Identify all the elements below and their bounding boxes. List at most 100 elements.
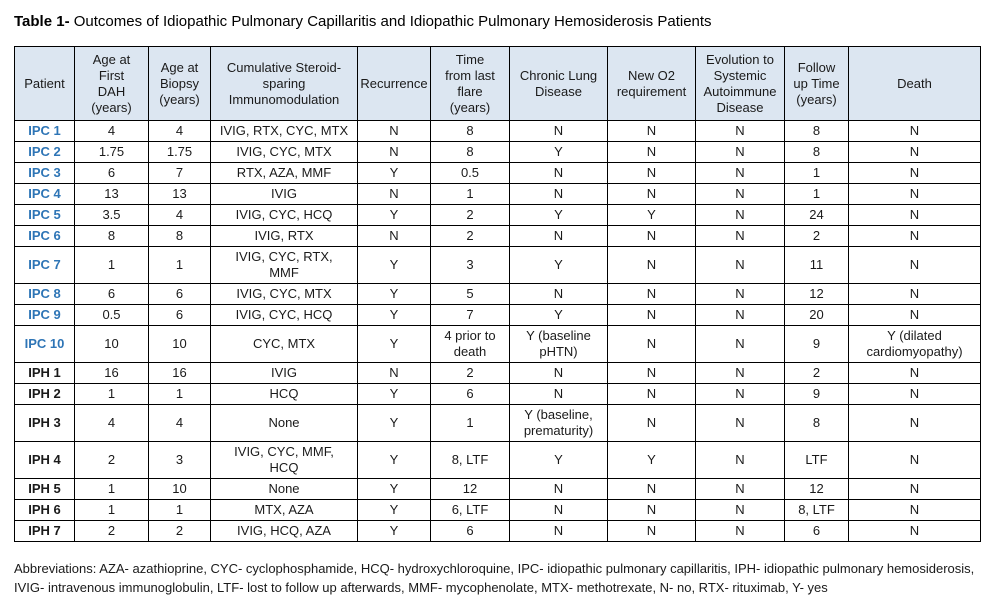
cell-immunomodulation: IVIG, RTX: [210, 225, 358, 247]
cell-death: N: [848, 246, 981, 284]
table-body: IPC 1 4 4 IVIG, RTX, CYC, MTX N 8 N N N 8 N IPC 2 1.…: [14, 120, 981, 542]
cell-recurrence: Y: [357, 283, 431, 305]
cell-age-biopsy: 1.75: [148, 141, 211, 163]
cell-evolution-autoimmune: N: [695, 246, 785, 284]
cell-follow-up-time: 6: [784, 520, 849, 542]
cell-death: N: [848, 383, 981, 405]
cell-age-biopsy: 7: [148, 162, 211, 184]
cell-new-o2-requirement: Y: [607, 441, 696, 479]
patient-cell: IPH 4: [14, 441, 75, 479]
patient-cell: IPC 8: [14, 283, 75, 305]
cell-age-biopsy: 13: [148, 183, 211, 205]
cell-recurrence: N: [357, 362, 431, 384]
cell-time-from-last-flare: 1: [430, 183, 510, 205]
cell-immunomodulation: None: [210, 404, 358, 442]
cell-new-o2-requirement: N: [607, 246, 696, 284]
cell-new-o2-requirement: N: [607, 478, 696, 500]
cell-immunomodulation: IVIG, HCQ, AZA: [210, 520, 358, 542]
cell-follow-up-time: 8, LTF: [784, 499, 849, 521]
cell-new-o2-requirement: N: [607, 325, 696, 363]
cell-age-first-dah: 1.75: [74, 141, 149, 163]
cell-age-first-dah: 0.5: [74, 304, 149, 326]
cell-age-biopsy: 4: [148, 204, 211, 226]
cell-evolution-autoimmune: N: [695, 225, 785, 247]
table-header: Patient Age at First DAH (years) Age at Bi…: [14, 46, 981, 121]
cell-chronic-lung-disease: N: [509, 362, 608, 384]
cell-follow-up-time: 20: [784, 304, 849, 326]
cell-age-first-dah: 2: [74, 520, 149, 542]
cell-age-first-dah: 6: [74, 283, 149, 305]
patient-cell: IPH 3: [14, 404, 75, 442]
cell-age-biopsy: 2: [148, 520, 211, 542]
cell-chronic-lung-disease: N: [509, 499, 608, 521]
cell-age-biopsy: 6: [148, 283, 211, 305]
cell-new-o2-requirement: N: [607, 225, 696, 247]
cell-time-from-last-flare: 8: [430, 120, 510, 142]
cell-death: N: [848, 283, 981, 305]
column-header-age-first-dah: Age at First DAH (years): [74, 46, 149, 121]
table-row-iph-4: IPH 4 2 3 IVIG, CYC, MMF, HCQ Y 8, LTF Y Y N LTF N: [14, 441, 981, 479]
cell-recurrence: N: [357, 225, 431, 247]
column-header-patient: Patient: [14, 46, 75, 121]
cell-time-from-last-flare: 3: [430, 246, 510, 284]
cell-immunomodulation: IVIG, CYC, MMF, HCQ: [210, 441, 358, 479]
cell-follow-up-time: 1: [784, 183, 849, 205]
cell-chronic-lung-disease: N: [509, 478, 608, 500]
cell-time-from-last-flare: 2: [430, 204, 510, 226]
cell-new-o2-requirement: N: [607, 362, 696, 384]
cell-death: N: [848, 478, 981, 500]
table-row-iph-5: IPH 5 1 10 None Y 12 N N N 12 N: [14, 478, 981, 500]
column-header-immunomodulation: Cumulative Steroid- sparing Immunomodula…: [210, 46, 358, 121]
cell-chronic-lung-disease: Y (baseline pHTN): [509, 325, 608, 363]
cell-recurrence: N: [357, 120, 431, 142]
cell-follow-up-time: LTF: [784, 441, 849, 479]
table-title-text: Outcomes of Idiopathic Pulmonary Capilla…: [73, 13, 712, 30]
cell-chronic-lung-disease: N: [509, 120, 608, 142]
column-header-recurrence: Recurrence: [357, 46, 431, 121]
cell-age-biopsy: 4: [148, 404, 211, 442]
cell-death: N: [848, 162, 981, 184]
table-row-ipc-9: IPC 9 0.5 6 IVIG, CYC, HCQ Y 7 Y N N 20 N: [14, 304, 981, 326]
cell-follow-up-time: 24: [784, 204, 849, 226]
cell-time-from-last-flare: 5: [430, 283, 510, 305]
patient-cell: IPC 5: [14, 204, 75, 226]
cell-evolution-autoimmune: N: [695, 499, 785, 521]
cell-evolution-autoimmune: N: [695, 383, 785, 405]
column-header-follow-up-time: Follow up Time (years): [784, 46, 849, 121]
cell-time-from-last-flare: 6: [430, 520, 510, 542]
cell-immunomodulation: None: [210, 478, 358, 500]
cell-immunomodulation: IVIG, CYC, RTX, MMF: [210, 246, 358, 284]
column-header-chronic-lung-disease: Chronic Lung Disease: [509, 46, 608, 121]
cell-evolution-autoimmune: N: [695, 520, 785, 542]
cell-follow-up-time: 2: [784, 362, 849, 384]
cell-chronic-lung-disease: Y: [509, 246, 608, 284]
cell-death: N: [848, 225, 981, 247]
cell-evolution-autoimmune: N: [695, 183, 785, 205]
cell-age-biopsy: 10: [148, 325, 211, 363]
cell-age-first-dah: 4: [74, 120, 149, 142]
cell-recurrence: Y: [357, 499, 431, 521]
cell-recurrence: Y: [357, 404, 431, 442]
cell-follow-up-time: 9: [784, 325, 849, 363]
patient-cell: IPC 6: [14, 225, 75, 247]
cell-evolution-autoimmune: N: [695, 325, 785, 363]
cell-new-o2-requirement: N: [607, 404, 696, 442]
cell-follow-up-time: 12: [784, 283, 849, 305]
cell-new-o2-requirement: N: [607, 141, 696, 163]
patient-cell: IPH 6: [14, 499, 75, 521]
table-row-ipc-3: IPC 3 6 7 RTX, AZA, MMF Y 0.5 N N N 1 N: [14, 162, 981, 184]
cell-chronic-lung-disease: N: [509, 183, 608, 205]
cell-recurrence: Y: [357, 520, 431, 542]
cell-recurrence: N: [357, 183, 431, 205]
cell-recurrence: Y: [357, 304, 431, 326]
table-row-ipc-7: IPC 7 1 1 IVIG, CYC, RTX, MMF Y 3 Y N N 11 N: [14, 246, 981, 284]
column-header-evolution-autoimmune: Evolution to Systemic Autoimmune Disease: [695, 46, 785, 121]
cell-time-from-last-flare: 7: [430, 304, 510, 326]
cell-immunomodulation: IVIG: [210, 183, 358, 205]
patient-cell: IPC 4: [14, 183, 75, 205]
patient-cell: IPC 10: [14, 325, 75, 363]
cell-recurrence: Y: [357, 478, 431, 500]
cell-immunomodulation: IVIG, CYC, MTX: [210, 141, 358, 163]
patient-cell: IPC 7: [14, 246, 75, 284]
cell-chronic-lung-disease: N: [509, 383, 608, 405]
